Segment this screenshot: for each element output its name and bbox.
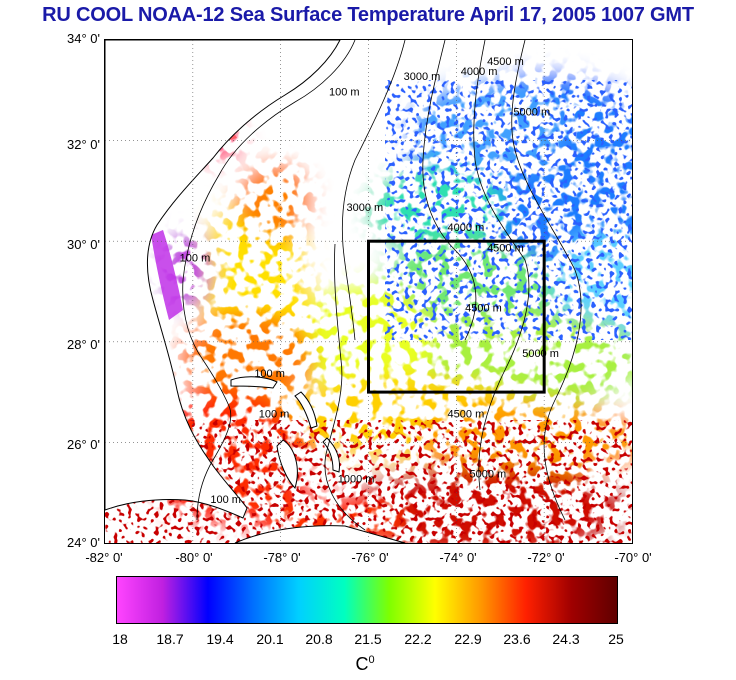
- lat-label-32: 32° 0': [67, 137, 100, 152]
- lat-label-24: 24° 0': [67, 535, 100, 550]
- contour-4500m: [473, 40, 530, 491]
- land-cuba-edge: [234, 525, 406, 543]
- contour-label: 4500 m: [487, 56, 524, 68]
- contour-label: 5000 m: [470, 469, 507, 481]
- colorbar-tick-24-3: 24.3: [552, 631, 580, 647]
- contour-label: 100 m: [210, 494, 241, 506]
- contour-4000m: [422, 40, 477, 341]
- contour-100m: [182, 40, 356, 521]
- contour-label: 1000 m: [338, 474, 375, 486]
- contour-1000m: [324, 243, 366, 531]
- colorbar-unit-label: C0: [340, 654, 390, 675]
- contour-label: 4500 m: [448, 408, 485, 420]
- colorbar-tick-22-9: 22.9: [454, 631, 482, 647]
- lon-label-78: -78° 0': [263, 550, 301, 565]
- colorbar-tick-19-4: 19.4: [206, 631, 234, 647]
- coastal-cool-strip: [151, 230, 183, 320]
- contour-label: 4000 m: [461, 66, 498, 78]
- lat-label-28: 28° 0': [67, 337, 100, 352]
- contour-label: 4500 m: [465, 303, 502, 315]
- contour-label: 5000 m: [522, 348, 559, 360]
- colorbar-tick-20-8: 20.8: [305, 631, 333, 647]
- contour-label: 100 m: [329, 86, 360, 98]
- sst-map[interactable]: 100 m 100 m 3000 m 4000 m 4500 m 5000 m 3000 m…: [104, 39, 633, 544]
- lat-label-26: 26° 0': [67, 437, 100, 452]
- unit-superscript: 0: [368, 654, 375, 666]
- land-eleuthera: [322, 437, 340, 473]
- lat-label-30: 30° 0': [67, 237, 100, 252]
- contour-label: 4000 m: [448, 222, 485, 234]
- contour-label: 5000 m: [513, 106, 550, 118]
- unit-text: C: [355, 654, 369, 674]
- land-grand-bahama: [230, 376, 278, 389]
- study-area-box[interactable]: [367, 239, 546, 394]
- contour-label: 3000 m: [347, 202, 384, 214]
- colorbar-tick-18-7: 18.7: [156, 631, 184, 647]
- land-mainland: [105, 40, 341, 519]
- colorbar-tick-21-5: 21.5: [354, 631, 382, 647]
- temperature-colorbar: [116, 576, 618, 624]
- lon-label-74: -74° 0': [439, 550, 477, 565]
- contour-label: 3000 m: [404, 71, 441, 83]
- lon-label-72: -72° 0': [527, 550, 565, 565]
- lon-label-76: -76° 0': [351, 550, 389, 565]
- colorbar-tick-25: 25: [608, 631, 624, 647]
- colorbar-tick-23-6: 23.6: [503, 631, 531, 647]
- lon-label-80: -80° 0': [175, 550, 213, 565]
- lat-label-34: 34° 0': [67, 31, 100, 46]
- lon-label-70: -70° 0': [614, 550, 652, 565]
- colorbar-tick-20-1: 20.1: [256, 631, 284, 647]
- land-andros: [276, 439, 298, 489]
- contour-5000m: [511, 40, 582, 521]
- contour-3000m: [341, 40, 406, 341]
- contour-label: 100 m: [259, 408, 290, 420]
- colorbar-tick-18: 18: [112, 631, 128, 647]
- contour-label: 100 m: [254, 368, 285, 380]
- contour-label: 4500 m: [487, 242, 524, 254]
- contour-label: 100 m: [180, 252, 211, 264]
- colorbar-tick-22-2: 22.2: [404, 631, 432, 647]
- lon-label-82: -82° 0': [85, 550, 123, 565]
- land-abaco: [294, 391, 318, 429]
- map-title: RU COOL NOAA-12 Sea Surface Temperature …: [42, 4, 694, 26]
